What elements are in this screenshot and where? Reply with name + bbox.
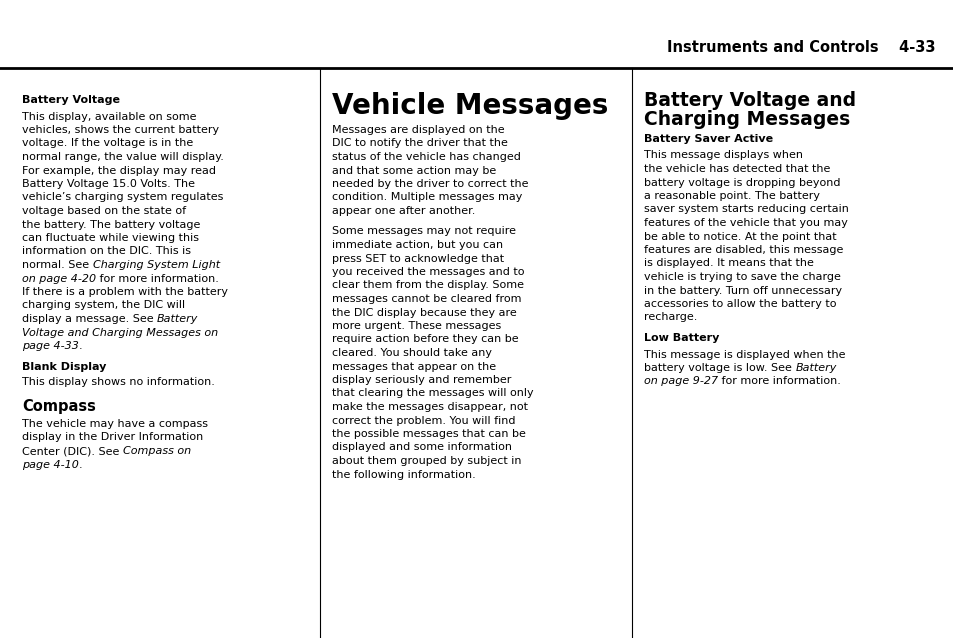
Text: Vehicle Messages: Vehicle Messages: [332, 92, 608, 120]
Text: voltage based on the state of: voltage based on the state of: [22, 206, 186, 216]
Text: The vehicle may have a compass: The vehicle may have a compass: [22, 419, 208, 429]
Text: the possible messages that can be: the possible messages that can be: [332, 429, 525, 439]
Text: Battery Voltage and: Battery Voltage and: [643, 91, 855, 110]
Text: Compass on: Compass on: [123, 446, 191, 456]
Text: battery voltage is dropping beyond: battery voltage is dropping beyond: [643, 177, 840, 188]
Text: Battery Saver Active: Battery Saver Active: [643, 134, 772, 144]
Text: the battery. The battery voltage: the battery. The battery voltage: [22, 219, 200, 230]
Text: features are disabled, this message: features are disabled, this message: [643, 245, 842, 255]
Text: condition. Multiple messages may: condition. Multiple messages may: [332, 193, 522, 202]
Text: DIC to notify the driver that the: DIC to notify the driver that the: [332, 138, 507, 149]
Text: make the messages disappear, not: make the messages disappear, not: [332, 402, 527, 412]
Text: Battery: Battery: [795, 363, 836, 373]
Text: Some messages may not require: Some messages may not require: [332, 226, 516, 237]
Text: page 4-33: page 4-33: [22, 341, 79, 351]
Text: you received the messages and to: you received the messages and to: [332, 267, 524, 277]
Text: cleared. You should take any: cleared. You should take any: [332, 348, 492, 358]
Text: immediate action, but you can: immediate action, but you can: [332, 240, 502, 250]
Text: the vehicle has detected that the: the vehicle has detected that the: [643, 164, 829, 174]
Text: appear one after another.: appear one after another.: [332, 206, 475, 216]
Text: is displayed. It means that the: is displayed. It means that the: [643, 258, 813, 269]
Text: .: .: [79, 341, 82, 351]
Text: features of the vehicle that you may: features of the vehicle that you may: [643, 218, 847, 228]
Text: This display shows no information.: This display shows no information.: [22, 377, 214, 387]
Text: clear them from the display. Some: clear them from the display. Some: [332, 281, 523, 290]
Text: Battery: Battery: [157, 314, 198, 324]
Text: for more information.: for more information.: [718, 376, 841, 387]
Text: more urgent. These messages: more urgent. These messages: [332, 321, 500, 331]
Text: Charging System Light: Charging System Light: [92, 260, 219, 270]
Text: display a message. See: display a message. See: [22, 314, 157, 324]
Text: charging system, the DIC will: charging system, the DIC will: [22, 300, 185, 311]
Text: display in the Driver Information: display in the Driver Information: [22, 433, 203, 443]
Text: This message is displayed when the: This message is displayed when the: [643, 350, 844, 359]
Text: This display, available on some: This display, available on some: [22, 112, 196, 121]
Text: the following information.: the following information.: [332, 470, 476, 480]
Text: This message displays when: This message displays when: [643, 151, 802, 161]
Text: page 4-10: page 4-10: [22, 459, 79, 470]
Text: information on the DIC. This is: information on the DIC. This is: [22, 246, 191, 256]
Text: Instruments and Controls    4-33: Instruments and Controls 4-33: [667, 40, 935, 55]
Text: normal range, the value will display.: normal range, the value will display.: [22, 152, 224, 162]
Text: for more information.: for more information.: [96, 274, 219, 283]
Text: Messages are displayed on the: Messages are displayed on the: [332, 125, 504, 135]
Text: Battery Voltage 15.0 Volts. The: Battery Voltage 15.0 Volts. The: [22, 179, 194, 189]
Text: press SET to acknowledge that: press SET to acknowledge that: [332, 253, 503, 263]
Text: display seriously and remember: display seriously and remember: [332, 375, 511, 385]
Text: Low Battery: Low Battery: [643, 333, 719, 343]
Text: the DIC display because they are: the DIC display because they are: [332, 308, 517, 318]
Text: Center (DIC). See: Center (DIC). See: [22, 446, 123, 456]
Text: needed by the driver to correct the: needed by the driver to correct the: [332, 179, 528, 189]
Text: Compass: Compass: [22, 399, 95, 413]
Text: normal. See: normal. See: [22, 260, 92, 270]
Text: that clearing the messages will only: that clearing the messages will only: [332, 389, 533, 399]
Text: require action before they can be: require action before they can be: [332, 334, 518, 345]
Text: vehicle’s charging system regulates: vehicle’s charging system regulates: [22, 193, 223, 202]
Text: saver system starts reducing certain: saver system starts reducing certain: [643, 205, 848, 214]
Text: and that some action may be: and that some action may be: [332, 165, 496, 175]
Text: on page 4-20: on page 4-20: [22, 274, 96, 283]
Text: status of the vehicle has changed: status of the vehicle has changed: [332, 152, 520, 162]
Text: messages cannot be cleared from: messages cannot be cleared from: [332, 294, 521, 304]
Text: in the battery. Turn off unnecessary: in the battery. Turn off unnecessary: [643, 285, 841, 295]
Text: be able to notice. At the point that: be able to notice. At the point that: [643, 232, 836, 242]
Text: messages that appear on the: messages that appear on the: [332, 362, 496, 371]
Text: If there is a problem with the battery: If there is a problem with the battery: [22, 287, 228, 297]
Text: about them grouped by subject in: about them grouped by subject in: [332, 456, 521, 466]
Text: Battery Voltage: Battery Voltage: [22, 95, 120, 105]
Text: vehicle is trying to save the charge: vehicle is trying to save the charge: [643, 272, 840, 282]
Text: battery voltage is low. See: battery voltage is low. See: [643, 363, 795, 373]
Text: recharge.: recharge.: [643, 313, 697, 322]
Text: can fluctuate while viewing this: can fluctuate while viewing this: [22, 233, 199, 243]
Text: displayed and some information: displayed and some information: [332, 443, 512, 452]
Text: vehicles, shows the current battery: vehicles, shows the current battery: [22, 125, 219, 135]
Text: a reasonable point. The battery: a reasonable point. The battery: [643, 191, 820, 201]
Text: accessories to allow the battery to: accessories to allow the battery to: [643, 299, 836, 309]
Text: correct the problem. You will find: correct the problem. You will find: [332, 415, 515, 426]
Text: For example, the display may read: For example, the display may read: [22, 165, 215, 175]
Text: Blank Display: Blank Display: [22, 362, 107, 371]
Text: on page 9-27: on page 9-27: [643, 376, 718, 387]
Text: Voltage and Charging Messages on: Voltage and Charging Messages on: [22, 327, 218, 338]
Text: .: .: [79, 459, 82, 470]
Text: voltage. If the voltage is in the: voltage. If the voltage is in the: [22, 138, 193, 149]
Text: Charging Messages: Charging Messages: [643, 110, 849, 129]
